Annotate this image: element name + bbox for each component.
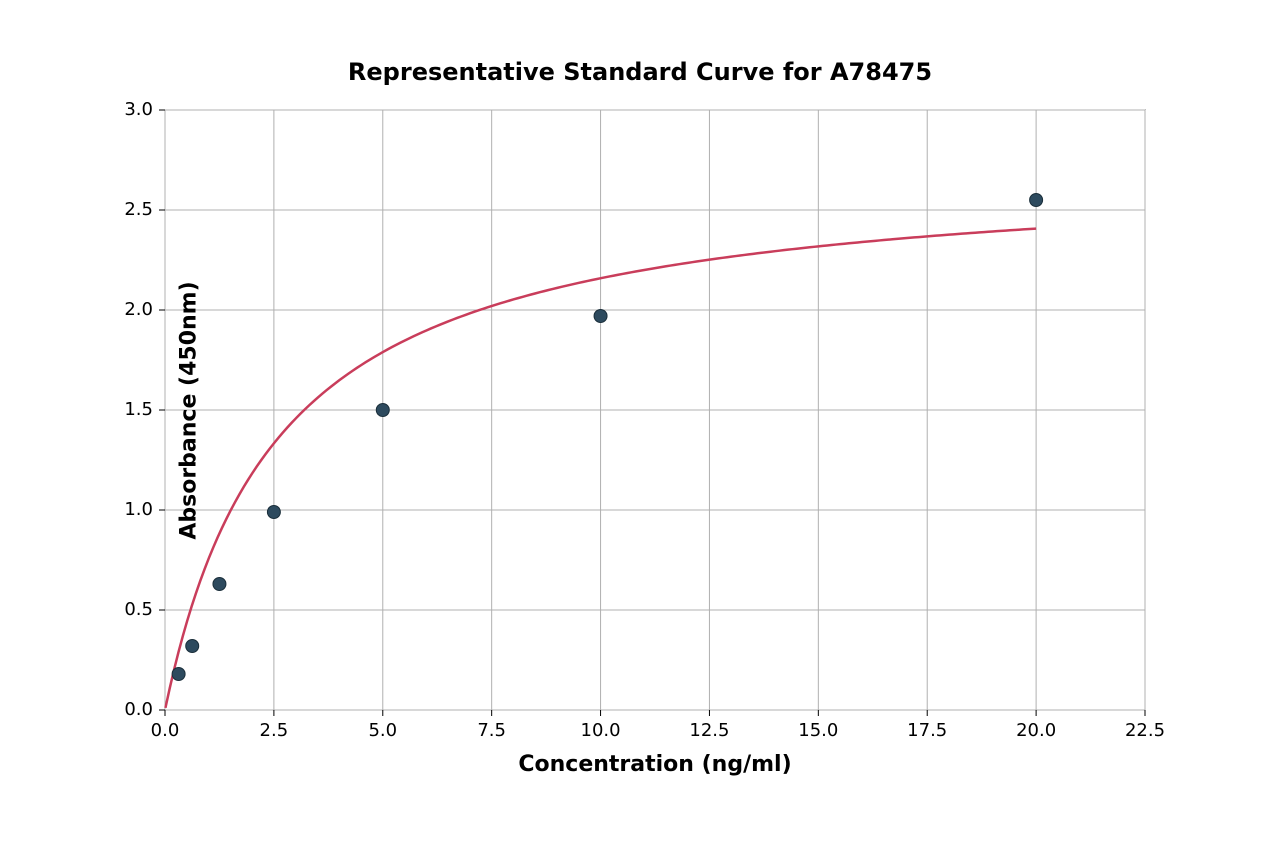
x-tick-label: 20.0: [1011, 720, 1061, 741]
y-tick-label: 0.5: [124, 599, 153, 620]
y-tick-marks: [159, 110, 165, 710]
y-tick-label: 1.5: [124, 399, 153, 420]
gridlines: [165, 110, 1145, 710]
y-tick-label: 0.0: [124, 699, 153, 720]
y-tick-label: 2.5: [124, 199, 153, 220]
data-point: [267, 506, 280, 519]
y-axis-label: Absorbance (450nm): [177, 281, 202, 539]
x-tick-label: 17.5: [902, 720, 952, 741]
data-point: [376, 404, 389, 417]
data-point: [172, 668, 185, 681]
x-axis-label: Concentration (ng/ml): [165, 752, 1145, 777]
data-point: [594, 310, 607, 323]
x-tick-label: 15.0: [793, 720, 843, 741]
x-tick-label: 12.5: [684, 720, 734, 741]
y-tick-label: 2.0: [124, 299, 153, 320]
x-tick-marks: [165, 710, 1145, 716]
x-tick-label: 7.5: [467, 720, 517, 741]
chart-container: Representative Standard Curve for A78475…: [0, 0, 1280, 845]
y-tick-label: 1.0: [124, 499, 153, 520]
x-tick-label: 5.0: [358, 720, 408, 741]
x-tick-label: 2.5: [249, 720, 299, 741]
data-point: [1030, 194, 1043, 207]
x-tick-label: 10.0: [576, 720, 626, 741]
data-points: [172, 194, 1043, 681]
data-point: [213, 578, 226, 591]
x-tick-label: 0.0: [140, 720, 190, 741]
data-point: [186, 640, 199, 653]
x-tick-label: 22.5: [1120, 720, 1170, 741]
y-tick-label: 3.0: [124, 99, 153, 120]
